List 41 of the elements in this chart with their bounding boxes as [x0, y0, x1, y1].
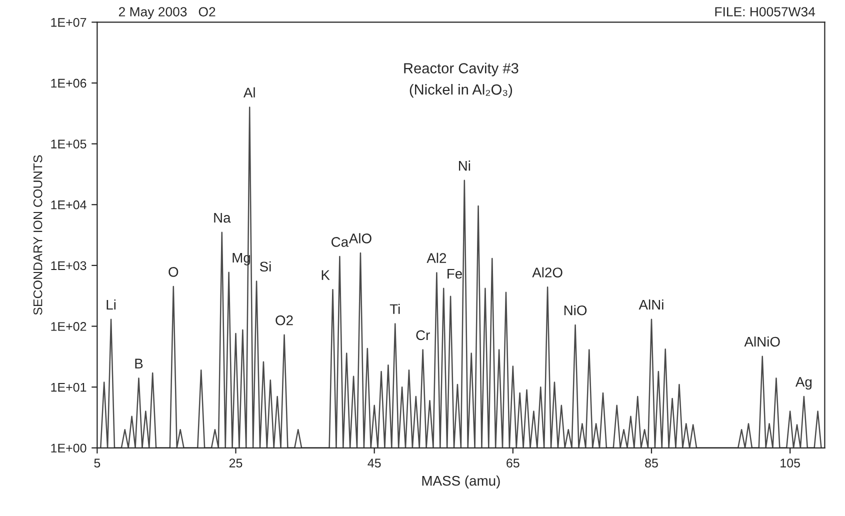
annotation: Cr: [416, 330, 430, 340]
annotation: Fe: [448, 268, 462, 279]
y-tick-label: 1E+04: [51, 200, 86, 210]
y-tick-label: 1E+05: [51, 140, 86, 148]
y-tick-label: 1E+07: [51, 18, 86, 27]
line-series: [100, 106, 822, 448]
x-tick-label: 5: [94, 458, 100, 468]
annotation: Si: [260, 261, 271, 272]
annotation: AlNiO: [744, 336, 780, 347]
annotation: AlNi: [638, 299, 664, 310]
annotation: Al2: [426, 252, 446, 263]
text: Reactor Cavity #3: [404, 62, 518, 76]
text: FILE: H0057W34: [715, 7, 816, 16]
x-tick-label: 45: [368, 458, 381, 468]
annotation: Ti: [390, 304, 400, 314]
x-tick-label: 105: [780, 458, 800, 468]
x-tick-label: 25: [229, 458, 242, 468]
text: 2 May 2003 O2: [118, 7, 216, 20]
annotation: Ag: [795, 377, 812, 390]
annotation: AlO: [348, 233, 372, 244]
annotation: Na: [214, 212, 231, 223]
annotation: NiO: [564, 305, 587, 316]
y-tick-label: 1E+01: [51, 382, 86, 392]
y-tick-label: 1E+06: [51, 78, 86, 88]
annotation: Ca: [332, 237, 349, 247]
annotation: B: [135, 358, 143, 368]
annotation: Al: [243, 87, 255, 98]
x-tick-label: 85: [645, 458, 658, 468]
annotation: O: [168, 267, 178, 277]
annotation: O2: [276, 315, 293, 326]
y-tick-label: 1E+03: [51, 261, 86, 270]
y-axis-title: SECONDARY ION COUNTS: [33, 155, 42, 315]
x-axis-title: MASS (amu): [422, 476, 500, 488]
text: (Nickel in Al₂O₃): [410, 84, 512, 98]
y-tick-label: 1E+02: [51, 322, 86, 331]
annotation: K: [322, 270, 330, 280]
annotation: Al2O: [532, 267, 562, 278]
x-tick-label: 65: [506, 458, 520, 468]
annotation: Li: [106, 299, 116, 310]
y-tick-label: 1E+00: [51, 444, 86, 453]
annotation: Ni: [458, 160, 470, 171]
